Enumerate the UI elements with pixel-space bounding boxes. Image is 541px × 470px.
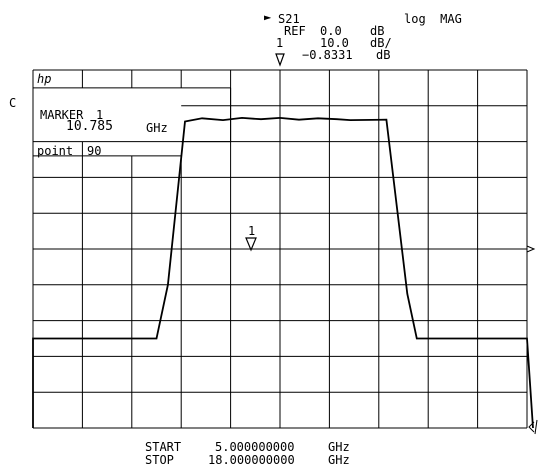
- trace-line: [32, 116, 534, 429]
- reference-position-icon: [526, 245, 536, 253]
- ref-unit: dB: [370, 24, 385, 38]
- graticule: [32, 69, 528, 429]
- parameter-label: S21: [278, 12, 300, 26]
- active-parameter-arrow-icon: ►: [264, 10, 272, 24]
- stop-unit: GHz: [328, 453, 350, 467]
- stop-value: 18.000000000: [208, 453, 295, 467]
- trace-marker-number: 1: [248, 224, 256, 238]
- marker-box-number: 1: [96, 108, 104, 122]
- scale-value: 10.0: [320, 36, 349, 50]
- trace: [32, 116, 534, 429]
- trace-marker-arrow-icon: [245, 237, 257, 252]
- stop-label: STOP: [145, 453, 174, 467]
- marker-box-frequency: 10.785: [66, 119, 113, 134]
- start-unit: GHz: [328, 440, 350, 454]
- start-value: 5.000000000: [215, 440, 295, 454]
- top-marker-arrow-icon: [275, 53, 285, 67]
- marker-readout-unit: dB: [376, 48, 391, 62]
- point-label: point: [37, 144, 74, 158]
- top-marker-number: 1: [276, 36, 284, 50]
- marker-box-frequency-unit: GHz: [146, 121, 168, 135]
- scale-unit: dB/: [370, 36, 392, 50]
- point-value: 90: [87, 144, 102, 158]
- ref-label: REF: [284, 24, 306, 38]
- brand-logo: hp: [37, 72, 52, 86]
- channel-annotation: C: [9, 96, 17, 110]
- start-label: START: [145, 440, 182, 454]
- baseline-indicator-icon: [528, 419, 538, 435]
- marker-readout-value: −0.8331: [302, 48, 353, 62]
- marker-box-title: MARKER: [40, 108, 84, 122]
- ref-value: 0.0: [320, 24, 342, 38]
- format-label: log MAG: [404, 12, 462, 26]
